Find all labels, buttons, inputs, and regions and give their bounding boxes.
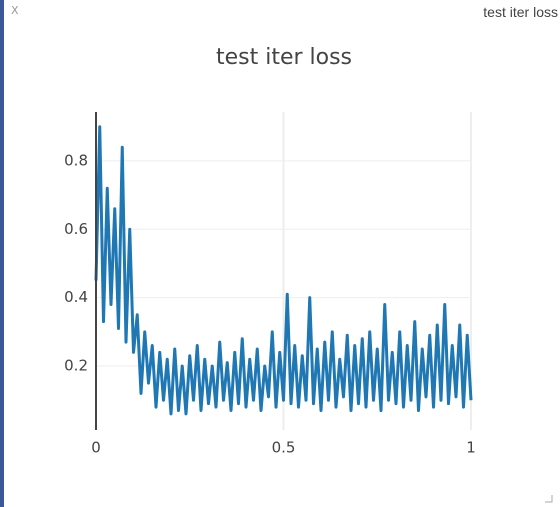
y-tick-label: 0.6 <box>64 220 88 238</box>
y-tick-label: 0.8 <box>64 151 88 169</box>
y-tick-label: 0.4 <box>64 288 88 306</box>
x-tick-label: 1 <box>466 439 476 457</box>
x-tick-label: 0 <box>91 439 101 457</box>
window-title: test iter loss <box>483 4 558 20</box>
resize-handle[interactable] <box>545 495 553 503</box>
x-tick-label: 0.5 <box>272 439 296 457</box>
y-tick-label: 0.2 <box>64 357 88 375</box>
window-border <box>0 0 4 507</box>
line-series <box>94 125 473 416</box>
close-button[interactable]: X <box>11 4 19 17</box>
chart-title: test iter loss <box>216 45 352 70</box>
